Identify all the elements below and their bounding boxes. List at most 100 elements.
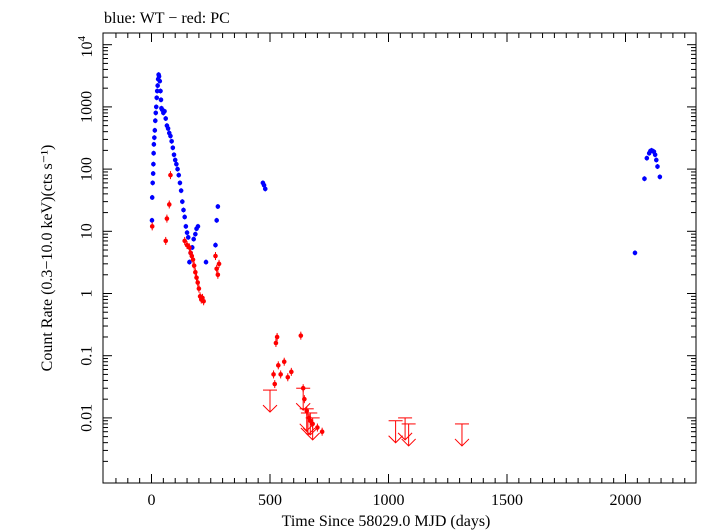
x-tick-label: 1500: [491, 492, 523, 509]
wt-data-point: [185, 235, 191, 240]
wt-data-point: [177, 180, 183, 186]
wt-data-point: [183, 224, 189, 229]
y-tick-label: 10: [79, 223, 96, 239]
wt-data-point: [152, 118, 158, 123]
wt-data-point: [187, 259, 192, 265]
y-tick-label: 1: [79, 290, 96, 298]
x-axis-ticks: 0 500 1000 1500 2000: [115, 33, 686, 509]
pc-data-point: [289, 369, 294, 375]
y-tick-label: 0.01: [79, 404, 96, 432]
wt-data-point: [191, 236, 196, 242]
pc-data-point: [149, 224, 155, 229]
pc-data-point: [187, 245, 192, 250]
wt-data-point: [195, 224, 201, 229]
wt-data-point: [152, 135, 157, 140]
pc-upper-limit-arrowhead: [295, 402, 311, 411]
pc-data-point: [164, 216, 170, 221]
y-tick-label-exponent: 4: [76, 35, 88, 41]
y-axis-label: Count Rate (0.3−10.0 keV)(cts s⁻¹): [39, 145, 56, 372]
wt-data-point: [151, 150, 156, 156]
wt-data-point: [171, 152, 177, 158]
pc-data-point: [273, 340, 279, 346]
wt-data-point: [157, 78, 163, 84]
y-tick-label: 0.1: [79, 346, 96, 366]
wt-data-point: [182, 214, 187, 220]
wt-data-point: [213, 242, 218, 248]
pc-upper-limit-arrowhead: [401, 438, 416, 447]
pc-data-point: [190, 257, 196, 262]
wt-data-point: [156, 74, 162, 79]
wt-data-point: [158, 88, 163, 94]
wt-data-point: [657, 174, 663, 180]
pc-upper-limit-arrowhead: [302, 427, 318, 436]
wt-data-point: [154, 95, 160, 101]
wt-data-point: [215, 204, 221, 209]
wt-data-point: [153, 110, 159, 116]
pc-data-point: [271, 372, 276, 377]
wt-data-point: [181, 207, 186, 213]
pc-data-point: [272, 381, 278, 387]
wt-data-point: [170, 145, 176, 151]
wt-data-point: [203, 259, 209, 265]
x-tick-label: 2000: [610, 492, 642, 509]
wt-data-point: [150, 180, 155, 186]
wt-data-point: [644, 155, 650, 161]
wt-data-point: [153, 104, 159, 110]
chart-title: blue: WT − red: PC: [104, 10, 230, 27]
wt-data-point: [162, 108, 167, 114]
wt-data-point: [163, 116, 169, 121]
wt-data-point: [176, 172, 182, 178]
pc-upper-limit-arrowhead: [305, 432, 321, 441]
wt-data-point: [193, 231, 198, 237]
pc-data-point: [274, 334, 280, 340]
pc-data-point: [201, 298, 206, 304]
pc-data-point: [275, 363, 281, 368]
pc-upper-limit-arrowhead: [454, 438, 470, 447]
wt-data-point: [174, 161, 179, 167]
wt-data-point: [169, 138, 174, 144]
wt-data-point: [654, 157, 659, 163]
pc-data-point: [214, 266, 219, 272]
plot-frame: [102, 32, 697, 484]
wt-data-point: [655, 164, 660, 169]
wt-data-point: [149, 218, 155, 223]
pc-data-point: [319, 429, 325, 434]
y-tick-label-top: 104: [76, 35, 96, 57]
x-tick-label: 0: [148, 492, 156, 509]
wt-data-point: [184, 230, 190, 235]
wt-series: [149, 72, 663, 265]
x-tick-label: 1000: [373, 492, 405, 509]
pc-data-point: [215, 272, 221, 278]
pc-data-point: [182, 238, 187, 244]
x-axis-label: Time Since 58029.0 MJD (days): [282, 513, 491, 530]
pc-series: [149, 171, 470, 447]
pc-upper-limit-arrowhead: [397, 432, 413, 441]
pc-data-point: [285, 374, 291, 380]
pc-data-point: [213, 253, 218, 259]
pc-data-point: [166, 202, 172, 207]
pc-data-point: [193, 269, 198, 275]
wt-data-point: [632, 250, 638, 256]
pc-data-point: [168, 172, 173, 178]
wt-data-point: [261, 182, 267, 188]
wt-data-point: [158, 97, 164, 103]
wt-data-point: [642, 176, 647, 182]
wt-data-point: [262, 186, 268, 192]
wt-data-point: [155, 83, 160, 88]
wt-data-point: [149, 195, 155, 200]
pc-data-point: [163, 238, 169, 244]
wt-data-point: [151, 161, 156, 167]
pc-data-point: [191, 263, 197, 268]
wt-data-point: [151, 142, 157, 147]
wt-data-point: [150, 171, 156, 176]
y-tick-label-base: 10: [79, 41, 96, 57]
pc-data-point: [195, 280, 201, 285]
pc-upper-limit-arrowhead: [388, 435, 403, 444]
pc-data-point: [278, 372, 283, 377]
pc-data-point: [298, 333, 304, 338]
pc-upper-limit-arrowhead: [262, 404, 278, 413]
wt-data-point: [172, 157, 178, 163]
x-tick-label: 500: [258, 492, 282, 509]
